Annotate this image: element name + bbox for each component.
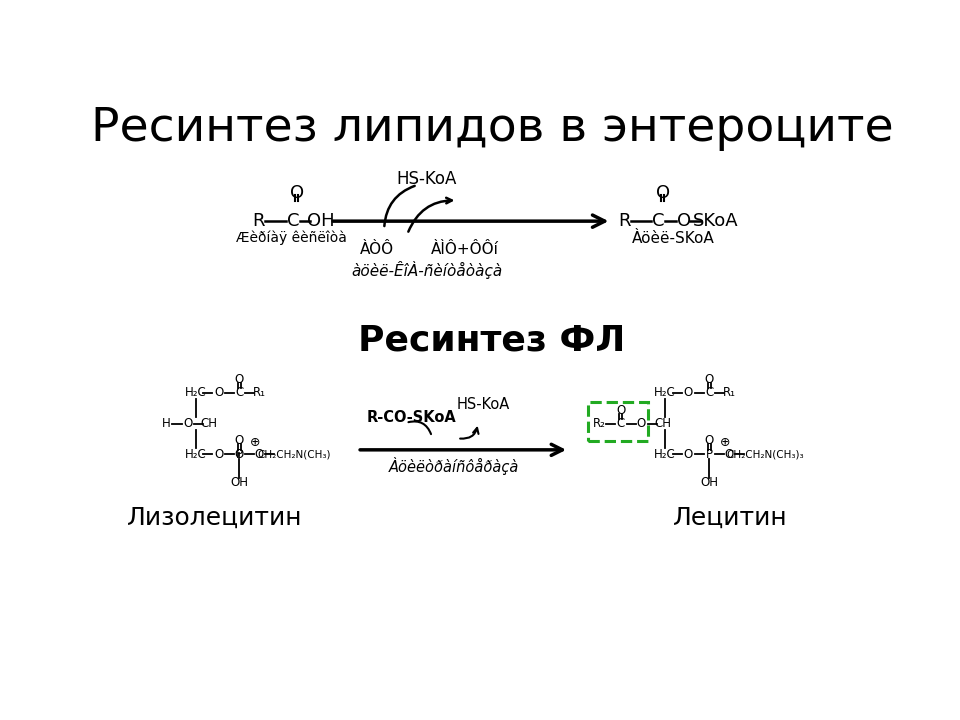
Bar	[588, 402, 648, 441]
Text: O: O	[235, 448, 244, 461]
Text: H: H	[162, 417, 171, 430]
Text: R₁: R₁	[723, 387, 735, 400]
Text: O: O	[290, 184, 304, 202]
Text: R: R	[618, 212, 631, 230]
Text: O: O	[254, 448, 264, 461]
Text: OH: OH	[230, 477, 249, 490]
Text: SKoA: SKoA	[692, 212, 738, 230]
Text: P: P	[236, 448, 243, 461]
Text: Ресинтез липидов в энтероците: Ресинтез липидов в энтероците	[90, 107, 894, 151]
Text: O: O	[235, 434, 244, 447]
Text: O: O	[705, 373, 714, 386]
Text: O: O	[677, 212, 691, 230]
Text: P: P	[706, 448, 712, 461]
Text: H₂C: H₂C	[184, 448, 206, 461]
Text: O: O	[684, 448, 693, 461]
Text: O: O	[616, 404, 625, 417]
Text: C: C	[287, 212, 300, 230]
Text: O: O	[656, 184, 670, 202]
Text: ÀÒÔ: ÀÒÔ	[359, 242, 394, 257]
Text: O: O	[214, 387, 224, 400]
Text: CH: CH	[655, 417, 671, 430]
Text: OH: OH	[307, 212, 335, 230]
Text: C: C	[652, 212, 664, 230]
Text: OH: OH	[700, 477, 718, 490]
Text: HS-KoA: HS-KoA	[396, 170, 457, 188]
Text: C: C	[235, 387, 244, 400]
Text: Лецитин: Лецитин	[673, 505, 788, 530]
Text: O: O	[725, 448, 733, 461]
Text: CH₂CH₂N(CH₃)₃: CH₂CH₂N(CH₃)₃	[727, 449, 804, 459]
Text: R₂: R₂	[593, 417, 606, 430]
Text: Àöèë-SKoA: Àöèë-SKoA	[632, 230, 714, 246]
Text: H₂C: H₂C	[655, 448, 676, 461]
Text: C: C	[616, 417, 625, 430]
Text: R₁: R₁	[252, 387, 266, 400]
Text: CH: CH	[200, 417, 217, 430]
Text: C: C	[705, 387, 713, 400]
Text: Ресинтез ФЛ: Ресинтез ФЛ	[358, 323, 626, 358]
Text: O: O	[235, 373, 244, 386]
Text: H₂C: H₂C	[655, 387, 676, 400]
Text: Лизолецитин: Лизолецитин	[127, 505, 302, 530]
Text: O: O	[183, 417, 192, 430]
Text: CH₂CH₂N(CH₃): CH₂CH₂N(CH₃)	[257, 449, 331, 459]
Text: HS-KoA: HS-KoA	[456, 397, 510, 412]
Text: H₂C: H₂C	[184, 387, 206, 400]
Text: ⊕: ⊕	[251, 436, 261, 449]
Text: ÀÌÔ+ÔÔí: ÀÌÔ+ÔÔí	[431, 242, 499, 257]
Text: àöèë-ÊîÀ-ñèíòåòàçà: àöèë-ÊîÀ-ñèíòåòàçà	[351, 261, 502, 279]
Text: R-CO-SKoA: R-CO-SKoA	[367, 410, 456, 425]
Text: O: O	[705, 434, 714, 447]
Text: R: R	[252, 212, 265, 230]
Text: Æèðíàÿ êèñëîòà: Æèðíàÿ êèñëîòà	[236, 231, 348, 246]
Text: ⊕: ⊕	[720, 436, 731, 449]
Text: O: O	[684, 387, 693, 400]
Text: O: O	[636, 417, 646, 430]
Text: O: O	[214, 448, 224, 461]
Text: Àöèëòðàíñôåðàçà: Àöèëòðàíñôåðàçà	[388, 457, 518, 475]
